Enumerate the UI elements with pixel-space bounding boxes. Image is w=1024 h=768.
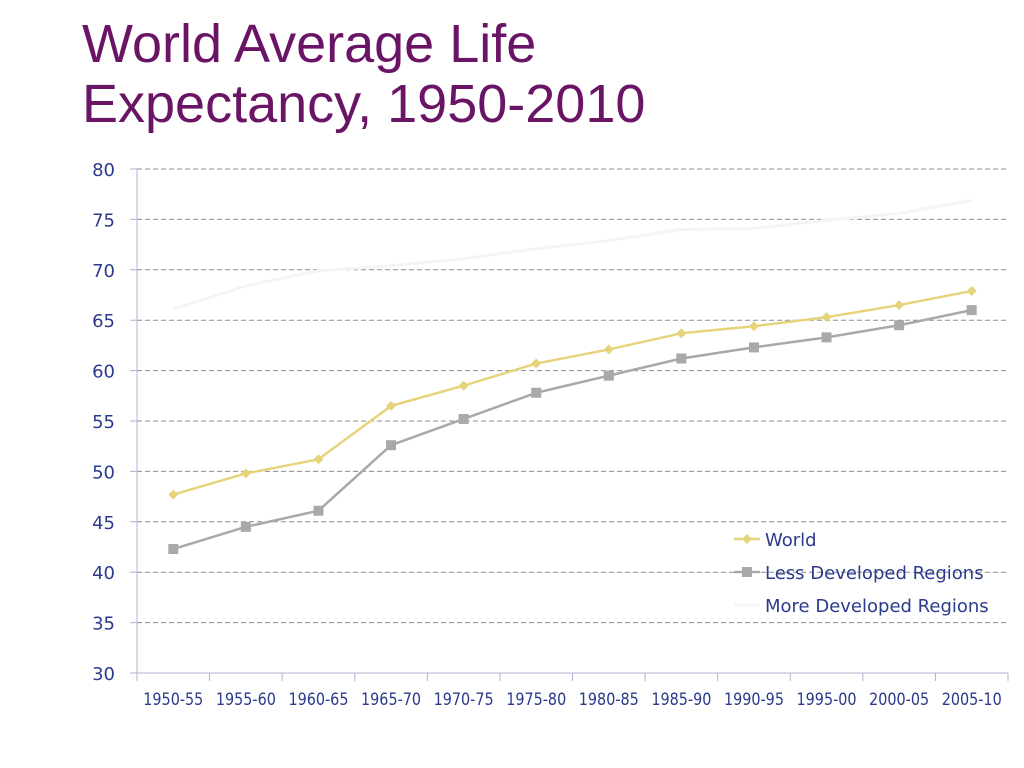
- data-point: [313, 454, 324, 465]
- data-point: [821, 312, 832, 323]
- y-tick-label: 70: [92, 261, 115, 282]
- data-point: [458, 413, 469, 424]
- data-point: [748, 321, 759, 332]
- data-point: [821, 332, 832, 343]
- data-point: [966, 285, 977, 296]
- data-point: [894, 320, 905, 331]
- axes: 30 35 40 45 50 55 60 65 70 75 80 1950-55 1955-60 1960…: [92, 160, 1009, 710]
- data-point: [748, 342, 759, 353]
- data-point: [386, 440, 397, 451]
- title-line-1: World Average Life: [82, 14, 537, 74]
- y-tick-label: 45: [92, 513, 115, 534]
- legend-marker: [742, 534, 752, 544]
- legend-marker: [742, 567, 752, 577]
- series-more-developed-regions: [172, 198, 972, 311]
- x-tick-label: 1960-65: [288, 690, 348, 710]
- data-point: [966, 305, 977, 316]
- legend: World Less Developed Regions More Develope…: [734, 530, 989, 617]
- data-point: [603, 344, 614, 355]
- y-tick-label: 50: [92, 462, 115, 483]
- y-tick-label: 30: [92, 664, 115, 685]
- legend-item: Less Developed Regions: [734, 563, 984, 584]
- x-tick-label: 1950-55: [143, 690, 203, 710]
- series-line-less-developed-regions: [172, 308, 972, 551]
- y-tick-label: 60: [92, 362, 115, 383]
- data-point: [531, 387, 542, 398]
- data-point: [676, 353, 687, 364]
- legend-label: Less Developed Regions: [765, 563, 984, 584]
- legend-label: More Developed Regions: [765, 596, 989, 617]
- y-tick-label: 75: [92, 210, 115, 231]
- title-line-2: Expectancy, 1950-2010: [82, 74, 646, 134]
- x-tick-label: 1955-60: [216, 690, 276, 710]
- data-point: [168, 489, 179, 500]
- x-tick-label: 2005-10: [942, 690, 1002, 710]
- series-line-world: [172, 289, 972, 496]
- series-world: [168, 285, 977, 500]
- data-point: [240, 468, 251, 479]
- series-less-developed-regions: [168, 305, 977, 555]
- x-tick-label: 1995-00: [797, 690, 857, 710]
- x-tick-label: 1975-80: [506, 690, 566, 710]
- data-point: [168, 544, 179, 555]
- y-tick-label: 65: [92, 311, 115, 332]
- data-point: [240, 521, 251, 532]
- data-point: [313, 505, 324, 516]
- slide-title: World Average Life Expectancy, 1950-2010: [82, 14, 645, 134]
- legend-label: World: [765, 530, 817, 551]
- series-line-more-developed-regions: [172, 198, 972, 311]
- x-tick-label: 1965-70: [361, 690, 421, 710]
- data-point: [894, 300, 905, 311]
- y-tick-label: 80: [92, 160, 115, 181]
- gridlines: [137, 168, 1008, 624]
- x-tick-label: 2000-05: [869, 690, 929, 710]
- data-point: [386, 400, 397, 411]
- series-lines: [168, 198, 977, 555]
- data-point: [676, 328, 687, 339]
- x-tick-label: 1985-90: [651, 690, 711, 710]
- x-tick-label: 1970-75: [434, 690, 494, 710]
- legend-item: More Developed Regions: [734, 596, 989, 617]
- legend-item: World: [734, 530, 817, 551]
- y-tick-label: 35: [92, 614, 115, 635]
- data-point: [603, 370, 614, 381]
- data-point: [531, 358, 542, 369]
- y-tick-label: 55: [92, 412, 115, 433]
- y-tick-label: 40: [92, 563, 115, 584]
- data-point: [458, 380, 469, 391]
- x-tick-label: 1980-85: [579, 690, 639, 710]
- x-tick-label: 1990-95: [724, 690, 784, 710]
